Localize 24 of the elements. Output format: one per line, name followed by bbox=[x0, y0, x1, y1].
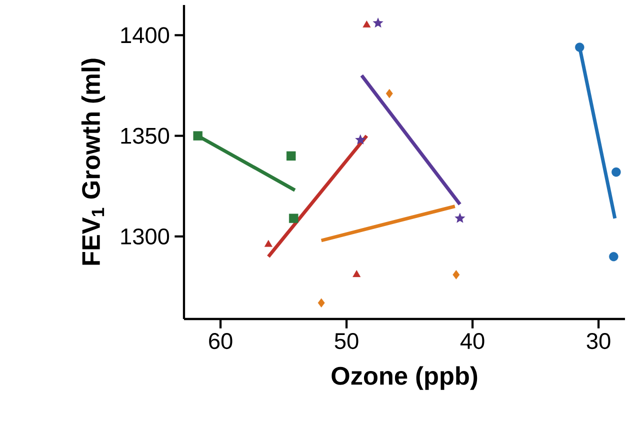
point bbox=[193, 131, 202, 140]
point bbox=[575, 42, 584, 52]
x-tick-label: 30 bbox=[586, 333, 610, 350]
point bbox=[289, 214, 298, 223]
x-axis-title: Ozone (ppb) bbox=[332, 366, 478, 390]
y-axis-title: FEV$_{1}$ Growth (ml) bbox=[81, 58, 106, 265]
point bbox=[318, 298, 325, 308]
y-tick-label: 1300 bbox=[121, 228, 170, 245]
point bbox=[362, 20, 371, 28]
point bbox=[286, 151, 296, 161]
point bbox=[264, 240, 272, 247]
x-tick-label: 50 bbox=[334, 333, 358, 350]
y-tick-label: 1400 bbox=[121, 27, 170, 44]
point bbox=[452, 270, 460, 280]
point bbox=[352, 270, 361, 278]
point bbox=[372, 18, 384, 28]
point bbox=[612, 167, 621, 177]
point bbox=[454, 212, 466, 223]
x-tick-label: 40 bbox=[460, 333, 484, 350]
point bbox=[355, 134, 366, 144]
x-tick-label: 60 bbox=[209, 333, 232, 350]
point bbox=[386, 88, 393, 98]
point bbox=[609, 252, 618, 262]
y-tick-label: 1350 bbox=[121, 128, 170, 144]
